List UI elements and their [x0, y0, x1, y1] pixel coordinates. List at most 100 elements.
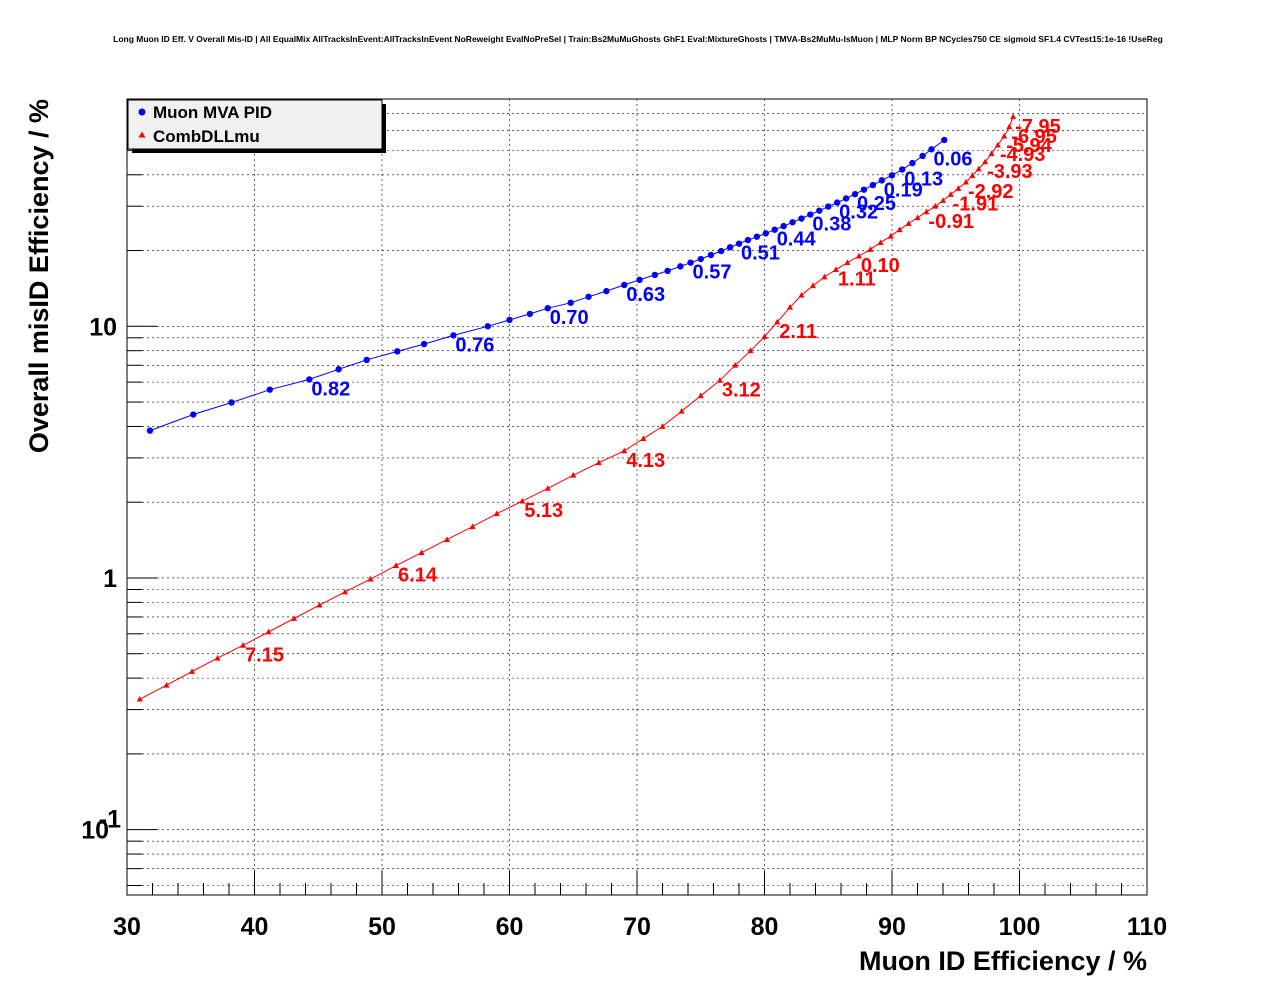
data-point — [291, 615, 298, 621]
data-label: 7.15 — [245, 644, 284, 666]
data-label: 0.63 — [626, 284, 665, 306]
data-point — [747, 347, 754, 354]
data-point — [664, 267, 671, 275]
data-label: 0.38 — [812, 214, 851, 236]
data-label: 0.13 — [904, 168, 943, 190]
data-point — [860, 186, 868, 193]
data-label: 0.25 — [857, 193, 896, 215]
data-label: 2.11 — [779, 321, 817, 343]
data-point — [753, 233, 761, 240]
series-layer — [136, 113, 1017, 702]
data-point — [762, 230, 769, 237]
data-point — [825, 203, 832, 210]
legend: Muon MVA PID CombDLLmu — [127, 99, 386, 153]
data-point — [774, 318, 781, 325]
data-point — [367, 575, 374, 582]
data-point — [394, 348, 401, 355]
data-point — [506, 316, 513, 324]
data-point — [869, 181, 877, 189]
data-point — [444, 536, 451, 543]
data-point — [941, 136, 948, 144]
data-label: -6.95 — [1011, 126, 1057, 148]
x-tick-label: 30 — [113, 913, 141, 941]
data-label: -4.93 — [1000, 144, 1046, 166]
data-point — [955, 185, 962, 191]
grid — [127, 99, 1147, 895]
data-point — [1010, 113, 1017, 120]
data-point — [1001, 132, 1008, 139]
axis-ticks — [126, 113, 1148, 895]
x-tick-label: 90 — [878, 913, 906, 941]
data-point — [844, 259, 851, 266]
data-point — [994, 141, 1001, 148]
data-label: 1.11 — [838, 269, 876, 291]
data-point — [807, 211, 814, 218]
data-point — [780, 222, 787, 230]
data-point — [905, 220, 912, 226]
data-point — [832, 266, 839, 272]
y-tick-label: 10 — [81, 817, 109, 845]
data-point — [228, 399, 235, 406]
data-point — [878, 177, 885, 184]
data-point — [932, 202, 939, 209]
data-point — [707, 251, 715, 259]
data-point — [519, 497, 526, 504]
data-point — [923, 208, 930, 215]
data-point — [744, 236, 752, 244]
data-point — [940, 197, 946, 203]
data-point — [816, 207, 823, 214]
y-tick-exponent: -1 — [99, 806, 121, 834]
series-combdllmu — [136, 113, 1017, 702]
data-point — [928, 146, 935, 153]
legend-label-combdllmu: CombDLLmu — [153, 127, 260, 146]
data-label: 0.44 — [777, 229, 817, 251]
data-point — [493, 510, 500, 517]
data-point — [640, 435, 647, 441]
data-point — [798, 291, 805, 298]
data-point — [887, 232, 894, 239]
data-point — [821, 273, 828, 280]
data-point — [214, 654, 221, 661]
data-point — [789, 219, 796, 226]
data-label: 0.82 — [311, 378, 350, 400]
data-point — [919, 152, 926, 160]
data-point — [316, 601, 323, 608]
data-point — [761, 333, 768, 339]
y-tick-label: 10 — [89, 313, 117, 341]
data-point — [975, 165, 982, 172]
x-tick-label: 80 — [751, 913, 779, 941]
data-label: 0.76 — [455, 334, 494, 356]
data-point — [189, 668, 196, 674]
data-point — [146, 427, 154, 434]
data-point — [735, 240, 743, 247]
data-point — [240, 642, 247, 648]
y-axis-title: Overall misID Efficiency / % — [24, 99, 54, 453]
data-point — [697, 392, 704, 399]
data-point — [266, 386, 273, 393]
data-point — [190, 411, 197, 418]
chart-title: Long Muon ID Eff. V Overall Mis-ID | All… — [113, 34, 1163, 44]
data-point — [335, 366, 342, 373]
data-point — [726, 244, 734, 251]
data-point — [877, 239, 884, 246]
y-tick-label: 1 — [103, 565, 117, 593]
data-point — [651, 271, 659, 279]
data-label: 0.10 — [861, 255, 900, 277]
data-label: 0.51 — [741, 243, 780, 265]
data-point — [621, 447, 628, 454]
data-label: -3.93 — [987, 161, 1033, 183]
data-point — [687, 259, 694, 266]
data-point — [982, 158, 989, 165]
data-label: -7.95 — [1015, 116, 1061, 138]
data-label: 0.57 — [693, 262, 732, 284]
data-point — [393, 562, 400, 568]
data-point — [851, 190, 859, 198]
data-point — [909, 159, 916, 167]
data-point — [677, 263, 684, 270]
data-point — [603, 287, 610, 295]
data-point — [697, 255, 704, 263]
x-tick-label: 70 — [623, 913, 651, 941]
data-point — [450, 332, 457, 339]
